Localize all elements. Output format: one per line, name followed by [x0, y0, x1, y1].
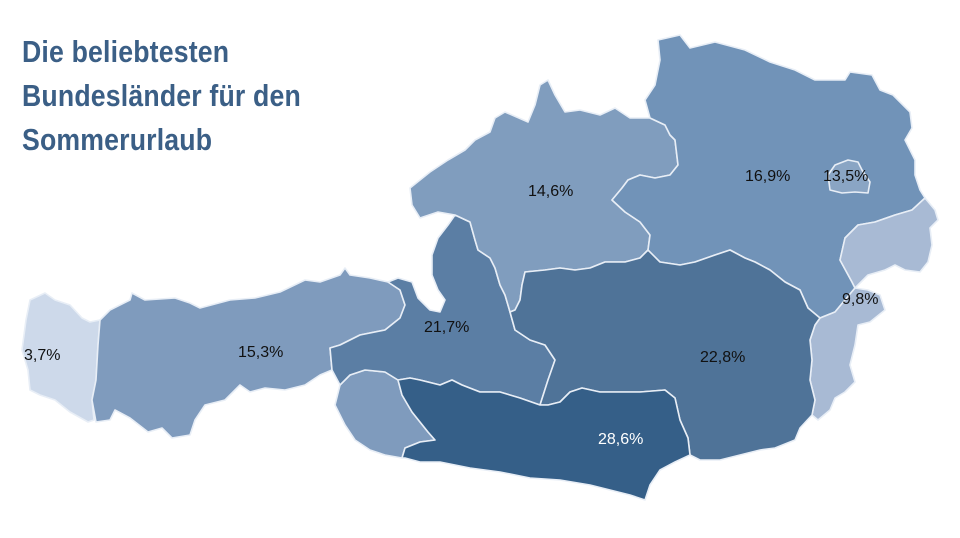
label-wien: 13,5%: [823, 168, 868, 185]
title-line-3: Sommerurlaub: [22, 122, 213, 157]
label-steiermark: 22,8%: [700, 349, 745, 366]
label-salzburg: 21,7%: [424, 319, 469, 336]
label-kaernten: 28,6%: [598, 431, 643, 448]
region-vorarlberg[interactable]: [21, 292, 101, 423]
label-oberoesterreich: 14,6%: [528, 183, 573, 200]
label-vorarlberg: 3,7%: [24, 347, 60, 364]
chart-title: Die beliebtesten Bundesländer für den So…: [22, 30, 301, 162]
region-wien[interactable]: [827, 159, 871, 194]
region-steiermark[interactable]: [509, 249, 821, 461]
label-burgenland: 9,8%: [842, 291, 878, 308]
region-kaernten[interactable]: [397, 377, 691, 501]
label-tirol: 15,3%: [238, 344, 283, 361]
label-niederoesterreich: 16,9%: [745, 168, 790, 185]
title-line-2: Bundesländer für den: [22, 78, 301, 113]
title-line-1: Die beliebtesten: [22, 34, 230, 69]
